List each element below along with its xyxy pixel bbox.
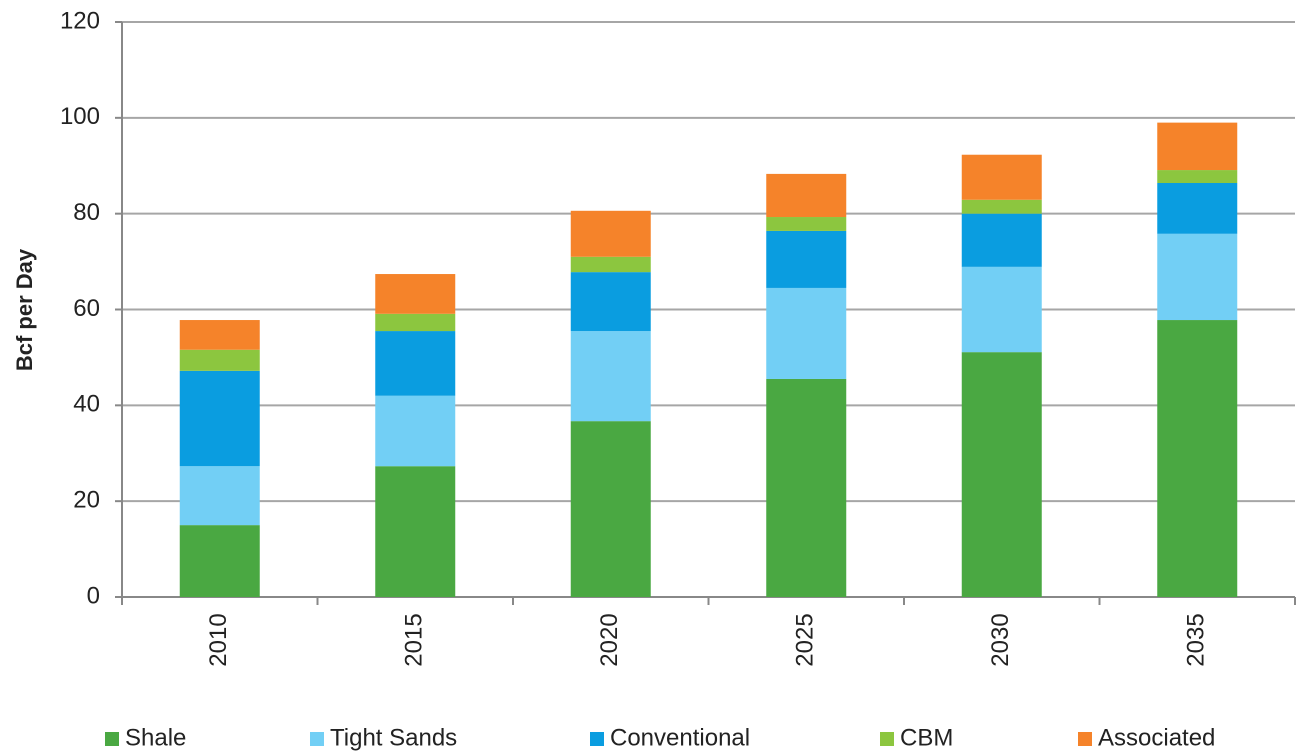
- bar-segment: [179, 349, 260, 371]
- legend-swatch: [310, 732, 324, 746]
- bar-segment: [570, 210, 651, 257]
- legend-swatch: [590, 732, 604, 746]
- x-tick-label: 2020: [596, 613, 623, 666]
- legend-swatch: [1078, 732, 1092, 746]
- bar-segment: [961, 266, 1042, 353]
- bar-segment: [375, 466, 456, 597]
- x-tick-label: 2025: [792, 613, 819, 666]
- x-tick-label: 2030: [987, 613, 1014, 666]
- bar-segment: [961, 352, 1042, 597]
- legend-label: Tight Sands: [330, 724, 457, 751]
- bar-segment: [766, 287, 847, 379]
- legend-label: Associated: [1098, 724, 1215, 751]
- y-tick-label: 60: [73, 295, 100, 322]
- y-tick-label: 20: [73, 487, 100, 514]
- bar-segment: [179, 320, 260, 350]
- legend-swatch: [880, 732, 894, 746]
- bar-segment: [570, 421, 651, 597]
- legend-label: Shale: [125, 724, 186, 751]
- y-tick-label: 100: [60, 103, 100, 130]
- y-axis-label: Bcf per Day: [12, 248, 37, 371]
- bar-segment: [1157, 122, 1238, 171]
- bar-segment: [1157, 170, 1238, 183]
- bar-segment: [1157, 233, 1238, 321]
- bar-segment: [179, 370, 260, 467]
- x-tick-label: 2010: [205, 613, 232, 666]
- bar-segment: [570, 272, 651, 332]
- y-tick-label: 80: [73, 199, 100, 226]
- bar-segment: [766, 378, 847, 597]
- bar-segment: [1157, 320, 1238, 597]
- bar-segment: [570, 331, 651, 422]
- y-tick-label: 0: [87, 582, 100, 609]
- bar-segment: [179, 525, 260, 597]
- y-tick-label: 40: [73, 391, 100, 418]
- bar-segment: [961, 213, 1042, 267]
- bar-segment: [375, 395, 456, 467]
- x-tick-label: 2015: [401, 613, 428, 666]
- bar-segment: [961, 199, 1042, 214]
- bar-segment: [570, 256, 651, 273]
- bar-segment: [375, 331, 456, 396]
- y-tick-label: 120: [60, 7, 100, 34]
- bar-segment: [766, 173, 847, 218]
- bar-segment: [375, 274, 456, 314]
- legend-swatch: [105, 732, 119, 746]
- legend-label: CBM: [900, 724, 953, 751]
- bar-segment: [766, 230, 847, 288]
- bar-segment: [1157, 183, 1238, 234]
- x-tick-label: 2035: [1183, 613, 1210, 666]
- bar-segment: [766, 217, 847, 231]
- bar-segment: [179, 466, 260, 526]
- legend-label: Conventional: [610, 724, 750, 751]
- bar-segment: [961, 154, 1042, 200]
- bar-segment: [375, 313, 456, 332]
